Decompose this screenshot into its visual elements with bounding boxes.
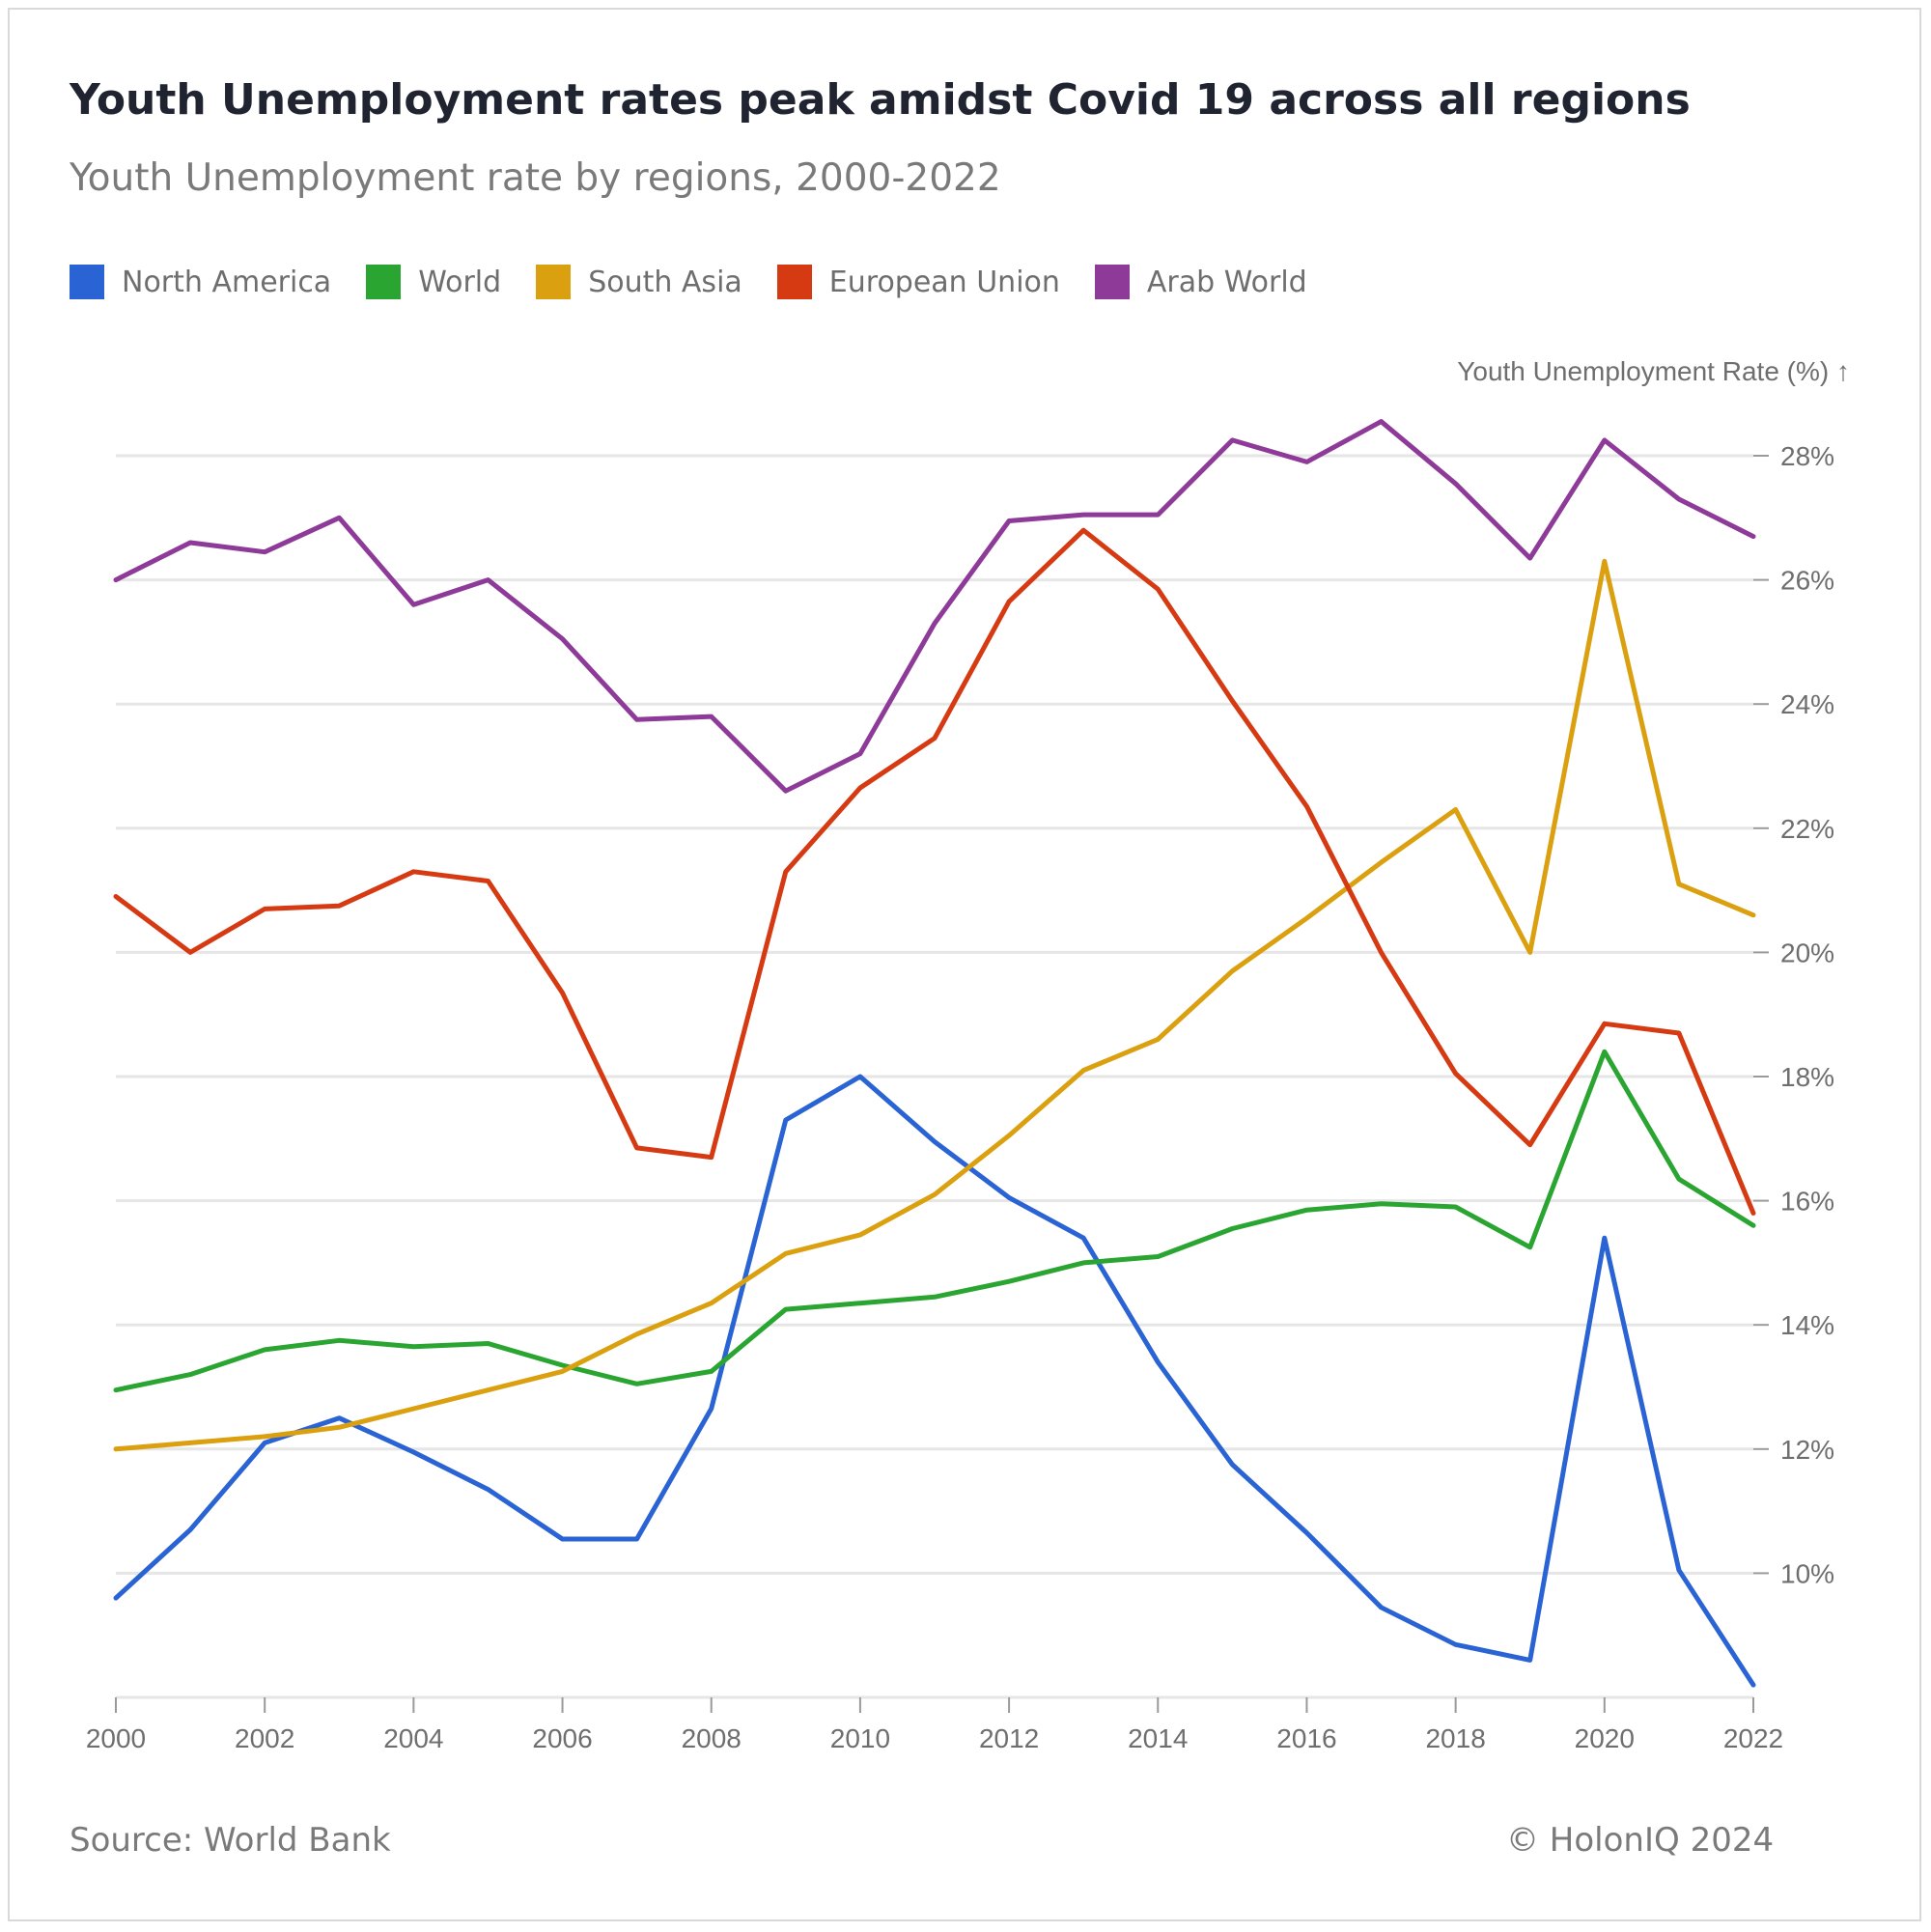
legend-swatch [1094, 265, 1130, 299]
x-tick-label: 2004 [383, 1723, 443, 1753]
x-tick-label: 2014 [1128, 1723, 1188, 1753]
legend-label: South Asia [588, 265, 742, 299]
y-tick-label: 10% [1780, 1558, 1834, 1588]
x-tick-label: 2008 [682, 1723, 742, 1753]
series-line-south-asia[interactable] [113, 558, 1756, 1452]
x-tick-label: 2020 [1575, 1723, 1635, 1753]
x-tick-label: 2018 [1425, 1723, 1485, 1753]
legend-label: European Union [828, 265, 1060, 299]
legend-swatch [536, 265, 572, 299]
legend-item-south-asia[interactable]: South Asia [536, 265, 742, 299]
y-tick-label: 26% [1780, 566, 1834, 596]
legend-swatch [776, 265, 812, 299]
x-tick-label: 2000 [86, 1723, 146, 1753]
x-tick-label: 2010 [830, 1723, 890, 1753]
legend-swatch [366, 265, 402, 299]
y-axis-title: Youth Unemployment Rate (%) ↑ [1457, 356, 1850, 386]
legend-label: North America [122, 265, 332, 299]
legend-label: Arab World [1146, 265, 1307, 299]
legend: North America World South Asia European … [70, 265, 1342, 299]
legend-item-arab-world[interactable]: Arab World [1094, 265, 1307, 299]
x-tick-label: 2022 [1723, 1723, 1783, 1753]
series-line-north-america[interactable] [113, 1074, 1756, 1688]
axes: 10% 12% 14% 16% 18% 20% 22% 24% 26% 28% 2000 2002 20… [86, 441, 1834, 1753]
legend-swatch [70, 265, 104, 299]
y-tick-label: 28% [1780, 441, 1834, 471]
x-tick-label: 2012 [979, 1723, 1039, 1753]
legend-label: World [418, 265, 502, 299]
series-line-world[interactable] [113, 1049, 1756, 1393]
series-line-european-union[interactable] [113, 527, 1756, 1216]
y-tick-label: 16% [1780, 1187, 1834, 1217]
gridlines [116, 454, 1753, 1575]
y-tick-label: 18% [1780, 1062, 1834, 1092]
y-tick-label: 20% [1780, 938, 1834, 967]
y-tick-label: 14% [1780, 1310, 1834, 1340]
legend-item-european-union[interactable]: European Union [776, 265, 1060, 299]
x-tick-label: 2006 [532, 1723, 592, 1753]
chart-title: Youth Unemployment rates peak amidst Cov… [70, 75, 1691, 125]
chart-subtitle: Youth Unemployment rate by regions, 2000… [70, 156, 1001, 200]
x-tick-label: 2016 [1276, 1723, 1336, 1753]
source-note: Source: World Bank [70, 1821, 391, 1860]
y-tick-label: 12% [1780, 1435, 1834, 1465]
legend-item-north-america[interactable]: North America [70, 265, 331, 299]
legend-item-world[interactable]: World [366, 265, 501, 299]
series-line-arab-world[interactable] [113, 419, 1756, 794]
x-tick-label: 2002 [235, 1723, 294, 1753]
copyright-note: © HolonIQ 2024 [1506, 1821, 1775, 1860]
y-tick-label: 22% [1780, 814, 1834, 844]
series-lines [113, 419, 1756, 1688]
chart-frame [8, 8, 1921, 1921]
y-tick-label: 24% [1780, 689, 1834, 719]
